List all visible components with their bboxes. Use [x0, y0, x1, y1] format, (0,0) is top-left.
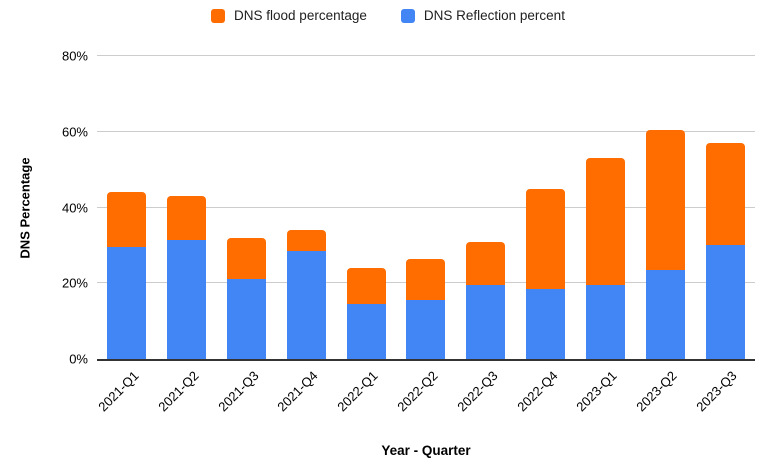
x-tick-label-2022-Q3: 2022-Q3 — [454, 368, 501, 415]
x-tick-label-2021-Q3: 2021-Q3 — [214, 368, 262, 415]
bar-slot-2023-Q3 — [695, 56, 755, 359]
x-tick-label-2021-Q1: 2021-Q1 — [95, 368, 142, 415]
bar-segment-reflection-2021-Q4[interactable] — [286, 251, 326, 359]
bar-slot-2022-Q1 — [336, 56, 396, 359]
bar-slot-2022-Q3 — [456, 56, 516, 359]
bar-segment-flood-2023-Q1[interactable] — [585, 158, 625, 286]
bar-slot-2021-Q2 — [157, 56, 217, 359]
bar-segment-flood-2023-Q3[interactable] — [705, 143, 745, 246]
x-tick-label-2022-Q1: 2022-Q1 — [334, 368, 381, 415]
bar-2023-Q2 — [645, 129, 685, 359]
legend-swatch-orange — [211, 8, 226, 23]
bar-2021-Q4 — [286, 230, 326, 359]
bar-segment-flood-2022-Q3[interactable] — [466, 241, 506, 286]
x-tick-label-2022-Q4: 2022-Q4 — [513, 368, 561, 415]
y-tick-label-80: 80% — [61, 48, 88, 64]
bar-2022-Q4 — [526, 188, 566, 359]
bar-slot-2023-Q1 — [576, 56, 636, 359]
y-tick-label-60: 60% — [61, 124, 88, 140]
bar-2023-Q3 — [705, 143, 745, 359]
plot-area — [97, 55, 755, 361]
bar-segment-reflection-2022-Q2[interactable] — [406, 300, 446, 359]
bar-segment-flood-2022-Q2[interactable] — [406, 258, 446, 301]
legend: DNS flood percentage DNS Reflection perc… — [0, 8, 776, 23]
bar-2022-Q3 — [466, 241, 506, 359]
legend-item-dns-reflection[interactable]: DNS Reflection percent — [400, 8, 565, 23]
x-tick-label-2021-Q4: 2021-Q4 — [274, 368, 321, 415]
bar-segment-reflection-2021-Q3[interactable] — [227, 279, 267, 359]
bar-slot-2021-Q3 — [217, 56, 277, 359]
bar-2022-Q2 — [406, 258, 446, 359]
bar-slot-2022-Q2 — [396, 56, 456, 359]
gridline-60 — [97, 130, 755, 132]
legend-swatch-blue — [400, 8, 415, 23]
legend-label-dns-flood: DNS flood percentage — [234, 8, 367, 23]
bars-container — [97, 56, 755, 359]
x-axis-tick-labels: 2021-Q1 2021-Q2 2021-Q3 2021-Q4 2022-Q1 2022-… — [95, 366, 755, 430]
legend-label-dns-reflection: DNS Reflection percent — [423, 8, 565, 23]
bar-segment-reflection-2023-Q2[interactable] — [645, 270, 685, 359]
y-tick-label-20: 20% — [61, 275, 88, 291]
legend-item-dns-flood[interactable]: DNS flood percentage — [211, 8, 367, 23]
bar-segment-flood-2023-Q2[interactable] — [645, 129, 685, 270]
x-tick-label-2023-Q1: 2023-Q1 — [573, 368, 621, 415]
bar-segment-flood-2021-Q2[interactable] — [167, 196, 207, 240]
x-tick-label-2021-Q2: 2021-Q2 — [154, 368, 202, 415]
bar-2021-Q1 — [107, 192, 147, 359]
bar-slot-2021-Q4 — [276, 56, 336, 359]
bar-segment-reflection-2023-Q3[interactable] — [705, 245, 745, 359]
bar-slot-2023-Q2 — [635, 56, 695, 359]
gridline-40 — [97, 206, 755, 208]
y-tick-label-0: 0% — [69, 351, 88, 367]
bar-2021-Q2 — [167, 196, 207, 359]
bar-segment-reflection-2021-Q1[interactable] — [107, 247, 147, 359]
x-tick-label-2023-Q2: 2023-Q2 — [633, 368, 680, 415]
bar-2023-Q1 — [585, 158, 625, 359]
bar-2021-Q3 — [227, 237, 267, 359]
bar-segment-flood-2022-Q1[interactable] — [346, 268, 386, 305]
y-tick-label-40: 40% — [61, 200, 88, 215]
gridline-80 — [97, 55, 755, 56]
bar-slot-2022-Q4 — [516, 56, 576, 359]
bar-segment-flood-2022-Q4[interactable] — [526, 188, 566, 289]
bar-segment-reflection-2022-Q3[interactable] — [466, 285, 506, 359]
bar-slot-2021-Q1 — [97, 56, 157, 359]
x-tick-label-2022-Q2: 2022-Q2 — [394, 368, 441, 415]
x-tick-label-2023-Q3: 2023-Q3 — [693, 368, 740, 415]
bar-segment-flood-2021-Q4[interactable] — [286, 230, 326, 252]
bar-segment-flood-2021-Q1[interactable] — [107, 192, 147, 248]
bar-segment-flood-2021-Q3[interactable] — [227, 237, 267, 280]
bar-2022-Q1 — [346, 268, 386, 359]
x-axis-title: Year - Quarter — [381, 443, 471, 458]
bar-segment-reflection-2022-Q4[interactable] — [526, 288, 566, 359]
bar-segment-reflection-2022-Q1[interactable] — [346, 304, 386, 359]
y-axis-tick-labels: 0% 20% 40% 60% 80% — [0, 49, 88, 367]
bar-segment-reflection-2021-Q2[interactable] — [167, 239, 207, 359]
bar-segment-reflection-2023-Q1[interactable] — [585, 285, 625, 359]
